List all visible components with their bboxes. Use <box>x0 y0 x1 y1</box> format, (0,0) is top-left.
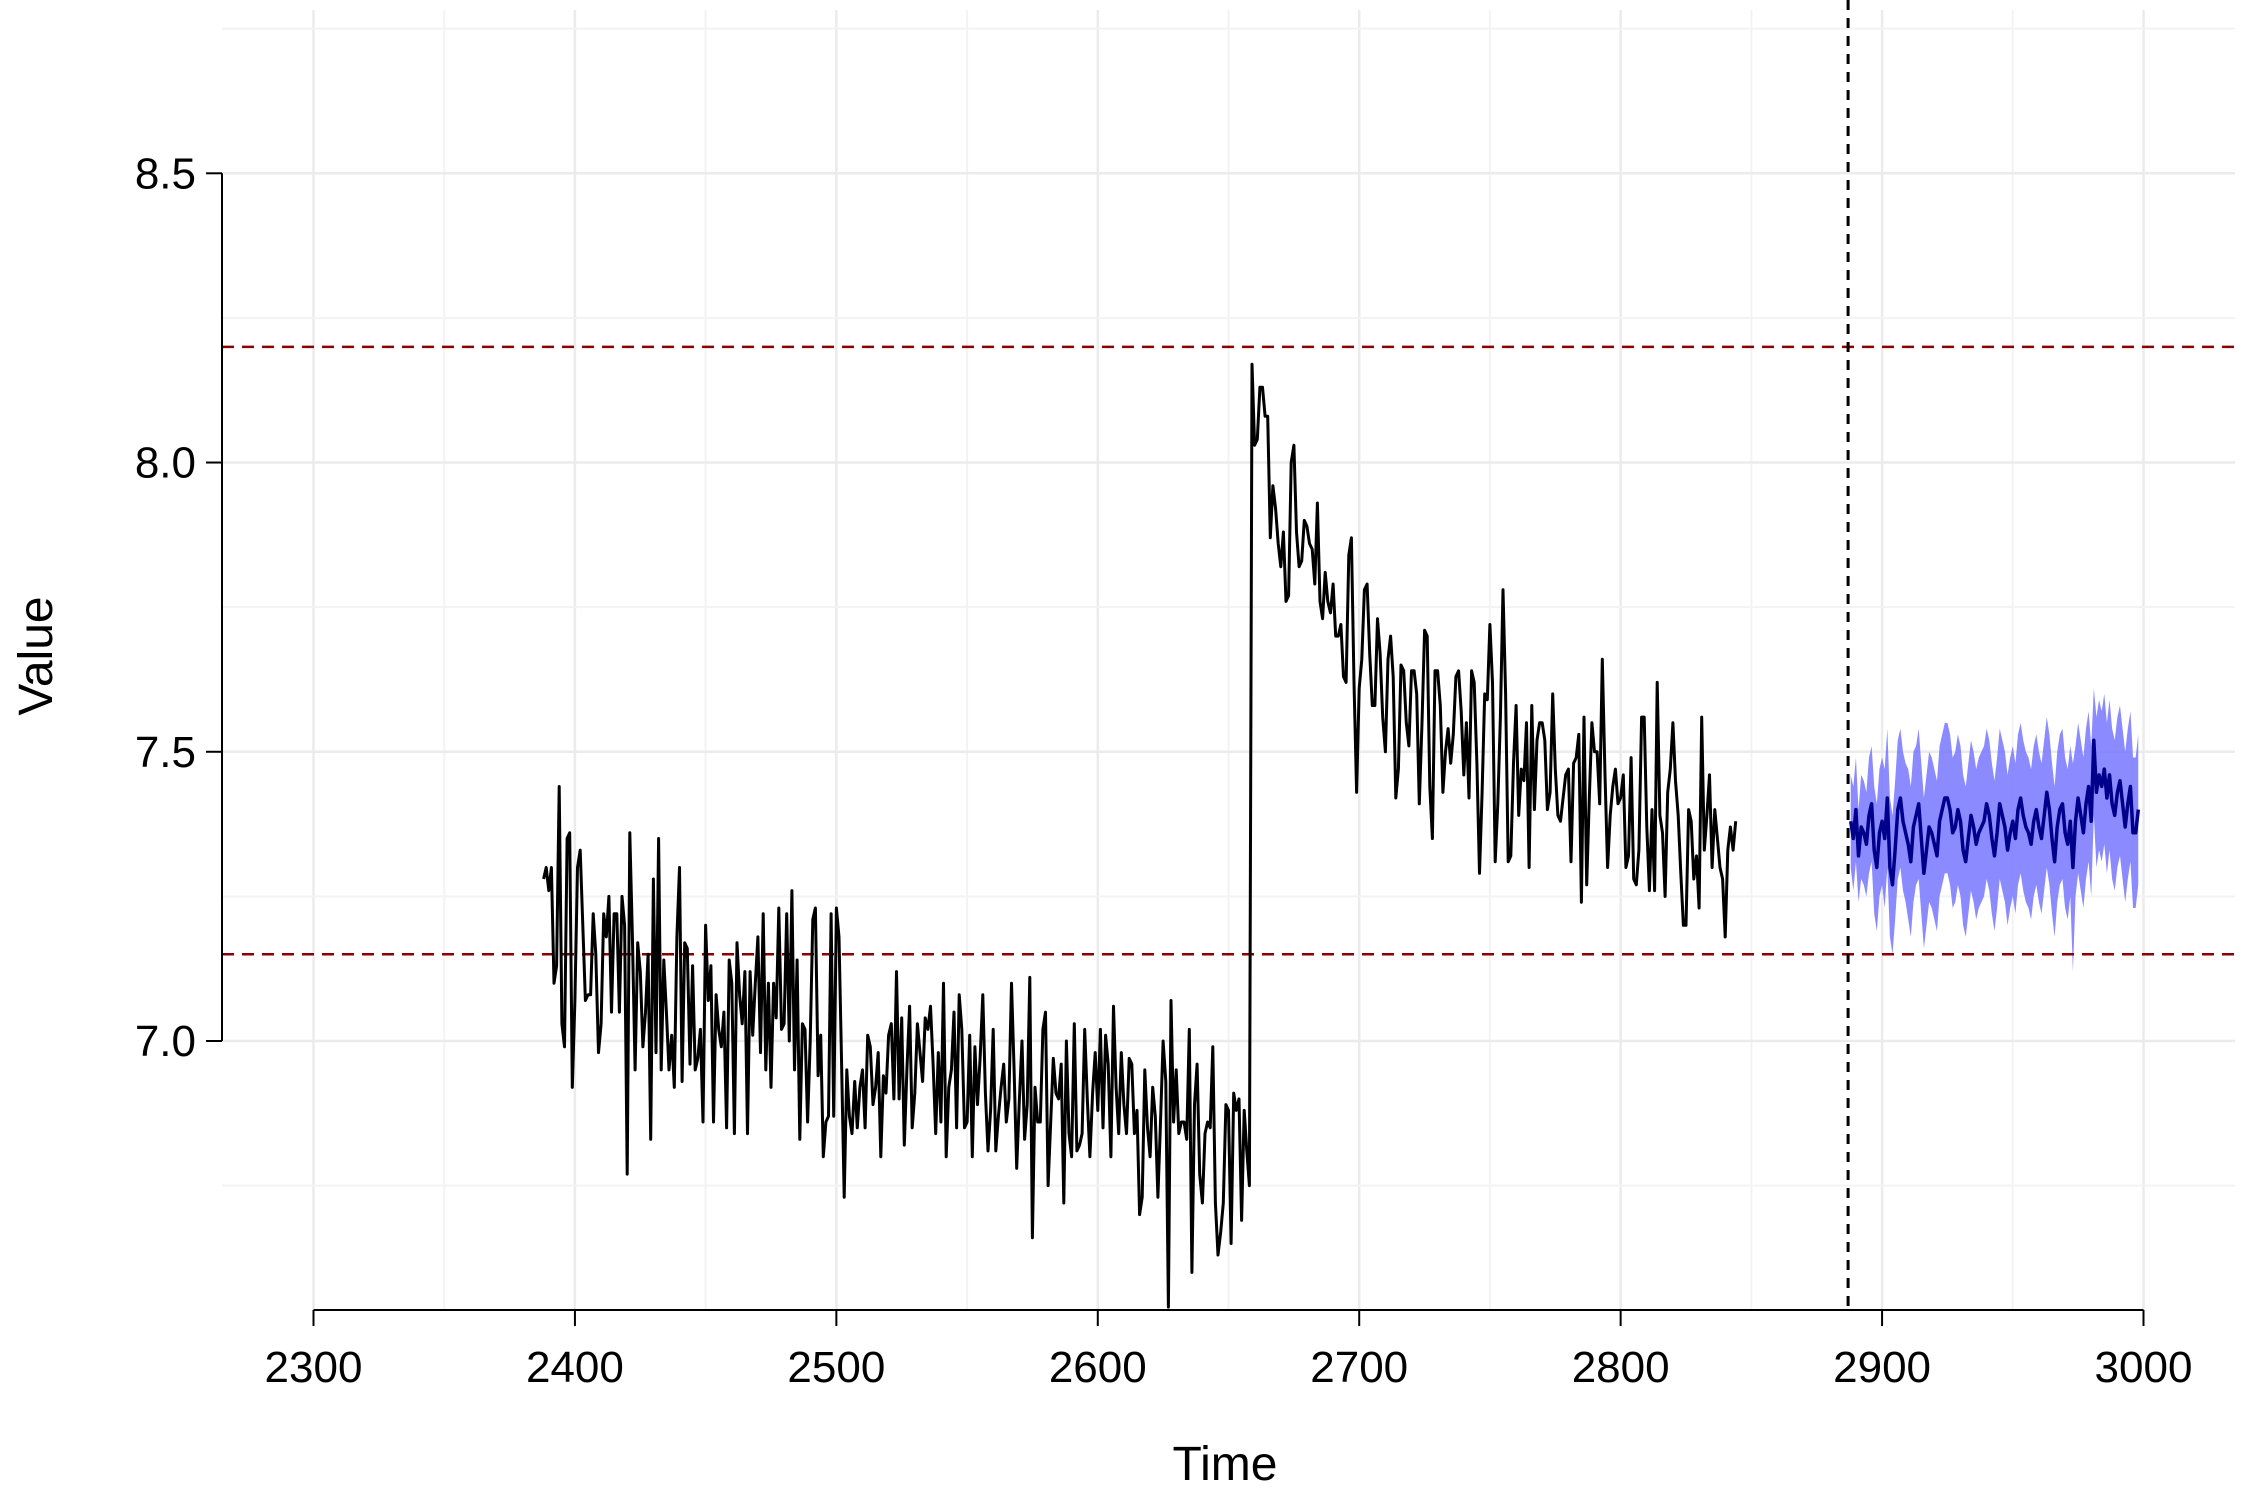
x-tick-label: 2600 <box>1049 1343 1147 1392</box>
x-axis-title: Time <box>1173 1438 1278 1491</box>
forecast-band <box>1850 688 2139 972</box>
forecast-interval-band <box>1850 688 2139 972</box>
y-tick-label: 8.0 <box>135 439 196 488</box>
x-tick-label: 2800 <box>1572 1343 1670 1392</box>
y-axis-title: Value <box>10 596 63 715</box>
y-tick-label: 8.5 <box>135 149 196 198</box>
x-tick-label: 2900 <box>1833 1343 1931 1392</box>
grid <box>222 10 2235 1310</box>
y-tick-label: 7.0 <box>135 1017 196 1066</box>
forecast-series-line <box>1848 738 2141 887</box>
x-tick-label: 2300 <box>265 1343 363 1392</box>
series-lines <box>542 362 2141 1309</box>
x-tick-label: 2500 <box>787 1343 885 1392</box>
observed-series-line <box>542 362 1738 1309</box>
reference-lines <box>222 0 2235 1310</box>
x-tick-label: 3000 <box>2095 1343 2193 1392</box>
axes: 7.0 7.5 8.0 8.5 2300 2400 2500 2600 2700 2800 2900… <box>135 149 2193 1392</box>
x-tick-label: 2700 <box>1310 1343 1408 1392</box>
y-tick-label: 7.5 <box>135 728 196 777</box>
x-tick-label: 2400 <box>526 1343 624 1392</box>
